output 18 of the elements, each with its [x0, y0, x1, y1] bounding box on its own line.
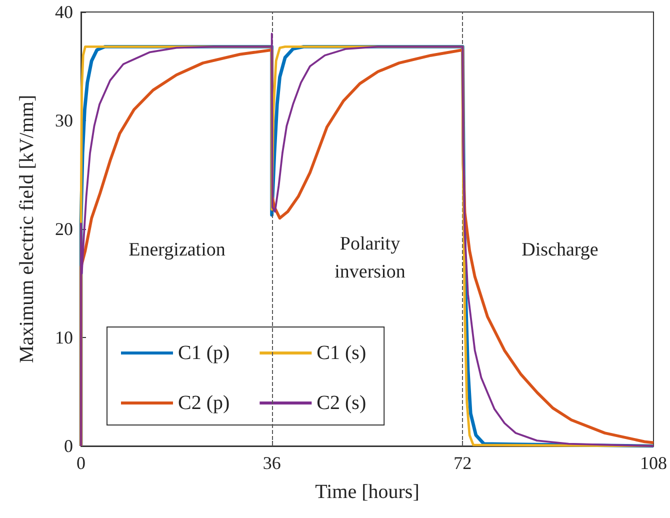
annotation: Discharge — [522, 240, 598, 260]
y-tick-label: 20 — [55, 219, 73, 239]
legend-label: C2 (s) — [316, 392, 366, 414]
annotation: Polarity inversion — [334, 234, 406, 282]
legend-label: C1 (p) — [178, 342, 230, 364]
x-tick-label: 36 — [262, 453, 281, 473]
y-tick-label: 0 — [64, 436, 73, 456]
legend-label: C2 (p) — [178, 392, 230, 414]
annotation: Energization — [128, 240, 226, 260]
y-axis-title: Maximum electric field [kV/mm] — [16, 94, 38, 364]
y-tick-label: 30 — [55, 110, 73, 130]
x-axis-title: Time [hours] — [315, 481, 420, 503]
y-tick-label: 40 — [55, 2, 73, 22]
x-tick-label: 108 — [640, 453, 667, 473]
legend-label: C1 (s) — [316, 342, 366, 364]
x-tick-label: 72 — [454, 453, 472, 473]
x-tick-label: 0 — [76, 453, 86, 473]
y-tick-label: 10 — [55, 328, 73, 348]
